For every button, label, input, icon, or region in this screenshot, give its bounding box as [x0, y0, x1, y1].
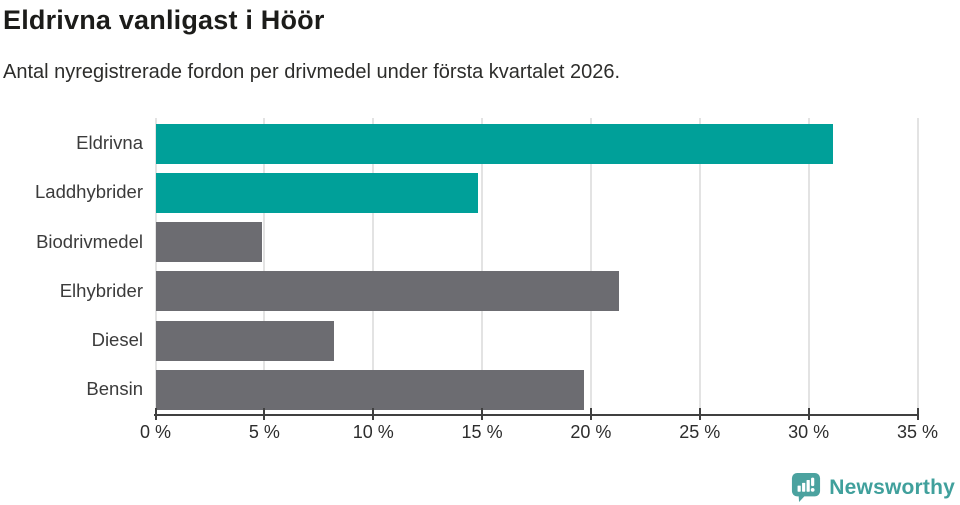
x-axis-tick	[481, 407, 484, 420]
x-axis-tick	[916, 407, 919, 420]
chart-title: Eldrivna vanligast i Höör	[3, 5, 325, 35]
x-axis-tick-label: 5 %	[248, 422, 280, 442]
newsworthy-logo-icon	[792, 472, 821, 503]
x-axis-tick-label: 25 %	[679, 422, 721, 442]
bar	[155, 369, 585, 410]
x-axis-tick	[807, 407, 810, 420]
x-axis-tick-label: 15 %	[461, 422, 503, 442]
x-axis-tick	[372, 407, 375, 420]
bar	[155, 123, 833, 164]
category-label: Diesel	[91, 329, 143, 350]
gridline	[263, 118, 266, 414]
brand-name: Newsworthy	[829, 475, 955, 499]
category-label: Bensin	[86, 378, 143, 400]
category-label: Eldrivna	[76, 132, 143, 153]
bar	[155, 172, 478, 213]
gridline	[481, 118, 484, 414]
x-axis-tick-label: 20 %	[570, 422, 612, 442]
brand-footer: Newsworthy	[791, 472, 955, 503]
x-axis-tick	[698, 407, 701, 420]
category-label: Biodrivmedel	[36, 230, 143, 252]
gridline	[807, 118, 810, 414]
category-label: Elhybrider	[59, 279, 143, 301]
gridline	[154, 118, 157, 414]
gridline	[698, 118, 701, 414]
x-axis-tick	[589, 407, 592, 420]
bar	[155, 222, 263, 263]
x-axis-tick-label: 30 %	[788, 422, 830, 442]
x-axis-line	[154, 413, 919, 416]
bar-chart-plot-area: Eldrivna Laddhybrider Biodrivmedel Elhybrid…	[35, 118, 939, 442]
bar	[155, 271, 620, 312]
bar	[155, 320, 335, 361]
chart-subtitle: Antal nyregistrerade fordon per drivmede…	[3, 61, 621, 83]
x-axis-tick-label: 0 %	[139, 422, 172, 442]
x-axis-tick-label: 35 %	[896, 422, 939, 442]
x-axis-tick-label: 10 %	[352, 422, 394, 442]
x-axis-tick	[154, 407, 157, 420]
gridline	[916, 118, 919, 414]
gridline	[372, 118, 375, 414]
category-label: Laddhybrider	[35, 181, 143, 203]
gridline	[589, 118, 592, 414]
x-axis-tick	[263, 407, 266, 420]
